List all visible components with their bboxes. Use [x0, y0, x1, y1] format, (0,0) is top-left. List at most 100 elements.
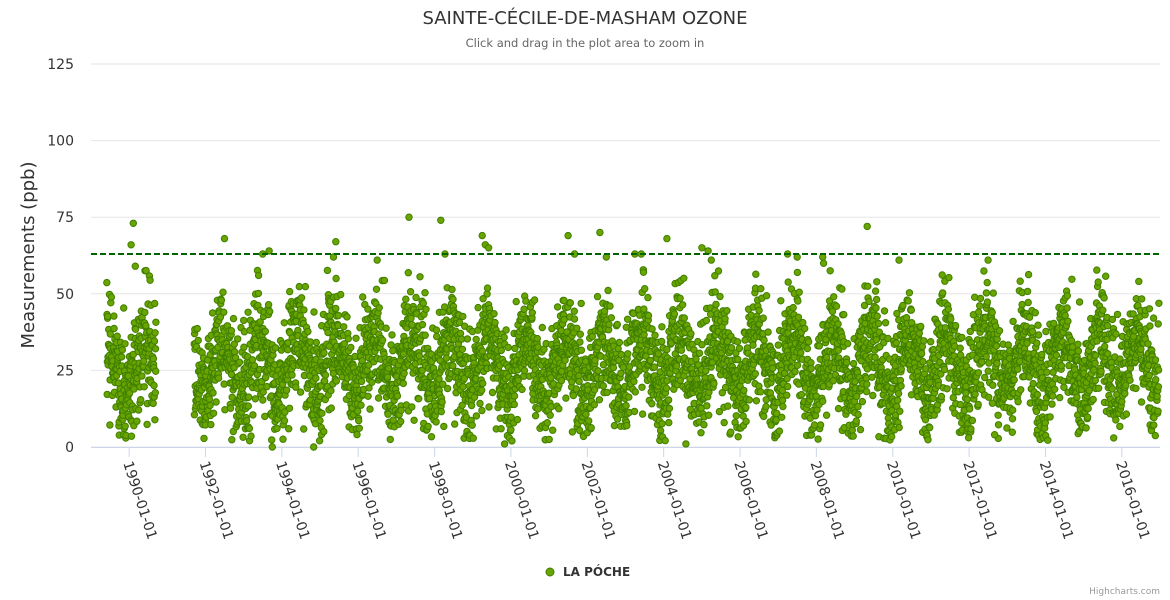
data-point[interactable] [644, 293, 652, 302]
data-point[interactable] [760, 412, 768, 421]
data-point[interactable] [594, 367, 602, 375]
data-point[interactable] [200, 434, 208, 443]
data-point[interactable] [1064, 317, 1072, 325]
data-point[interactable] [478, 386, 486, 394]
data-point[interactable] [1042, 327, 1050, 336]
data-point[interactable] [296, 388, 305, 396]
data-point[interactable] [407, 314, 415, 322]
data-point[interactable] [514, 376, 522, 384]
data-point[interactable] [416, 273, 424, 281]
data-point[interactable] [797, 349, 805, 357]
data-point[interactable] [1110, 434, 1118, 442]
data-point[interactable] [1091, 376, 1100, 385]
data-point[interactable] [663, 345, 671, 354]
data-point[interactable] [1137, 345, 1145, 353]
data-point[interactable] [425, 394, 434, 403]
data-point[interactable] [343, 313, 351, 321]
data-point[interactable] [418, 366, 426, 375]
data-point[interactable] [332, 304, 340, 313]
data-point[interactable] [107, 293, 116, 301]
data-point[interactable] [572, 385, 581, 393]
data-point[interactable] [727, 344, 736, 352]
data-point[interactable] [742, 417, 750, 426]
data-point[interactable] [208, 309, 217, 317]
data-point[interactable] [795, 288, 803, 296]
data-point[interactable] [118, 346, 127, 354]
data-point[interactable] [1048, 400, 1056, 408]
data-point[interactable] [721, 383, 730, 392]
data-point[interactable] [209, 389, 217, 397]
data-point[interactable] [832, 302, 841, 310]
data-point[interactable] [245, 393, 253, 401]
data-point[interactable] [562, 394, 570, 402]
data-point[interactable] [569, 391, 578, 400]
data-point[interactable] [531, 412, 540, 420]
data-point[interactable] [478, 406, 486, 415]
data-point[interactable] [209, 409, 218, 417]
data-point[interactable] [1018, 300, 1026, 309]
data-point[interactable] [300, 306, 308, 314]
data-point[interactable] [405, 213, 413, 221]
data-point[interactable] [340, 340, 348, 348]
data-point[interactable] [698, 244, 706, 252]
data-point[interactable] [439, 380, 447, 388]
data-point[interactable] [512, 297, 520, 306]
data-point[interactable] [664, 396, 673, 404]
data-point[interactable] [251, 395, 260, 403]
data-point[interactable] [984, 367, 992, 375]
data-point[interactable] [1085, 386, 1093, 395]
data-point[interactable] [149, 399, 157, 408]
data-point[interactable] [301, 282, 310, 291]
data-point[interactable] [676, 376, 684, 385]
data-point[interactable] [141, 308, 149, 317]
data-point[interactable] [815, 342, 823, 350]
data-point[interactable] [755, 306, 763, 315]
data-point[interactable] [1091, 351, 1100, 360]
data-point[interactable] [588, 332, 596, 341]
data-point[interactable] [617, 350, 625, 359]
data-point[interactable] [791, 367, 799, 376]
data-point[interactable] [1044, 436, 1052, 444]
data-point[interactable] [899, 301, 907, 310]
data-point[interactable] [993, 359, 1001, 368]
data-point[interactable] [919, 357, 927, 366]
data-point[interactable] [228, 393, 236, 401]
data-point[interactable] [949, 393, 957, 402]
data-point[interactable] [549, 426, 557, 434]
data-point[interactable] [1091, 359, 1099, 367]
data-point[interactable] [756, 388, 765, 396]
data-point[interactable] [967, 425, 975, 433]
data-point[interactable] [220, 308, 228, 316]
data-point[interactable] [282, 386, 291, 394]
data-point[interactable] [415, 395, 423, 403]
data-point[interactable] [956, 344, 964, 352]
data-point[interactable] [497, 346, 505, 355]
data-point[interactable] [863, 380, 871, 388]
data-point[interactable] [631, 388, 639, 396]
data-point[interactable] [1099, 306, 1107, 314]
data-point[interactable] [229, 314, 238, 323]
data-point[interactable] [687, 329, 695, 338]
data-point[interactable] [146, 276, 154, 284]
data-point[interactable] [976, 302, 984, 310]
data-point[interactable] [803, 344, 812, 353]
data-point[interactable] [510, 392, 519, 400]
data-point[interactable] [994, 411, 1002, 419]
data-point[interactable] [577, 346, 586, 354]
data-point[interactable] [727, 428, 735, 436]
data-point[interactable] [638, 383, 646, 391]
data-point[interactable] [778, 413, 786, 421]
data-point[interactable] [244, 308, 252, 316]
data-point[interactable] [1043, 368, 1051, 376]
data-point[interactable] [797, 390, 806, 399]
data-point[interactable] [459, 312, 467, 321]
data-point[interactable] [838, 285, 846, 293]
data-point[interactable] [384, 410, 392, 418]
data-point[interactable] [323, 266, 332, 275]
data-point[interactable] [412, 293, 420, 302]
data-point[interactable] [994, 421, 1003, 429]
data-point[interactable] [1116, 422, 1124, 431]
data-point[interactable] [438, 398, 446, 406]
data-point[interactable] [710, 380, 718, 388]
